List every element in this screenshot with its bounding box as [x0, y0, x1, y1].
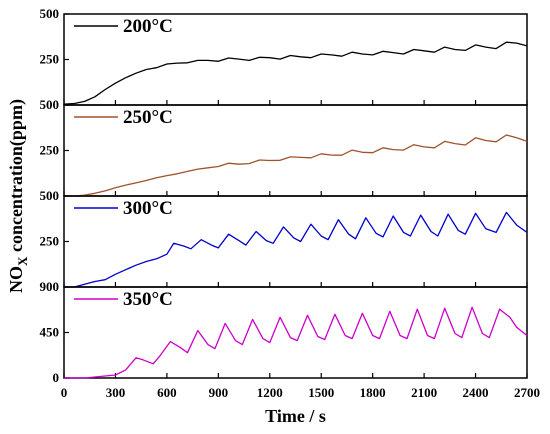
- chart-panels: 500 250 200°C 500 250 250°C 500 250 300°C 900 450 0…: [40, 6, 528, 385]
- x-tick-label: 600: [157, 385, 177, 400]
- y-tick-label: 250: [40, 143, 60, 158]
- legend-label: 200°C: [123, 16, 173, 37]
- y-axis-title: NOX concentration(ppm): [6, 99, 30, 293]
- y-axis-title-sub: X: [15, 256, 30, 266]
- y-tick-label: 500: [40, 6, 60, 21]
- x-tick-label: 300: [106, 385, 126, 400]
- x-tick-label: 1800: [360, 385, 386, 400]
- series-line-3: [64, 211, 528, 288]
- x-axis-title: Time / s: [265, 406, 326, 426]
- x-tick-label: 2400: [463, 385, 489, 400]
- x-tick-label: 0: [61, 385, 68, 400]
- x-tick-label: 900: [209, 385, 229, 400]
- legend-label: 350°C: [123, 289, 173, 310]
- panel-2: 500 250 250°C: [40, 97, 528, 197]
- x-axis-ticks: 0 300 600 900 1200 1500 1800 2100 2400 2700: [61, 385, 540, 400]
- y-tick-label: 0: [53, 370, 60, 385]
- y-tick-label: 900: [40, 279, 60, 294]
- y-tick-label: 250: [40, 234, 60, 249]
- x-tick-label: 2100: [411, 385, 437, 400]
- x-tick-label: 1200: [257, 385, 283, 400]
- y-axis-title-main: NO: [6, 266, 26, 293]
- y-tick-label: 500: [40, 188, 60, 203]
- panel-3: 500 250 300°C: [40, 188, 528, 288]
- x-tick-label: 1500: [308, 385, 334, 400]
- x-tick-label: 2700: [514, 385, 540, 400]
- series-line-2: [64, 134, 528, 197]
- y-tick-label: 450: [40, 325, 60, 340]
- y-tick-label: 500: [40, 97, 60, 112]
- series-line-4: [64, 306, 528, 379]
- series-line-1: [63, 41, 528, 105]
- legend-label: 250°C: [123, 107, 173, 128]
- panel-1: 500 250 200°C: [40, 6, 528, 106]
- legend-label: 300°C: [123, 198, 173, 219]
- panel-4: 900 450 0 350°C: [40, 279, 528, 385]
- y-axis-title-rest: concentration(ppm): [6, 99, 27, 256]
- y-tick-label: 250: [40, 52, 60, 67]
